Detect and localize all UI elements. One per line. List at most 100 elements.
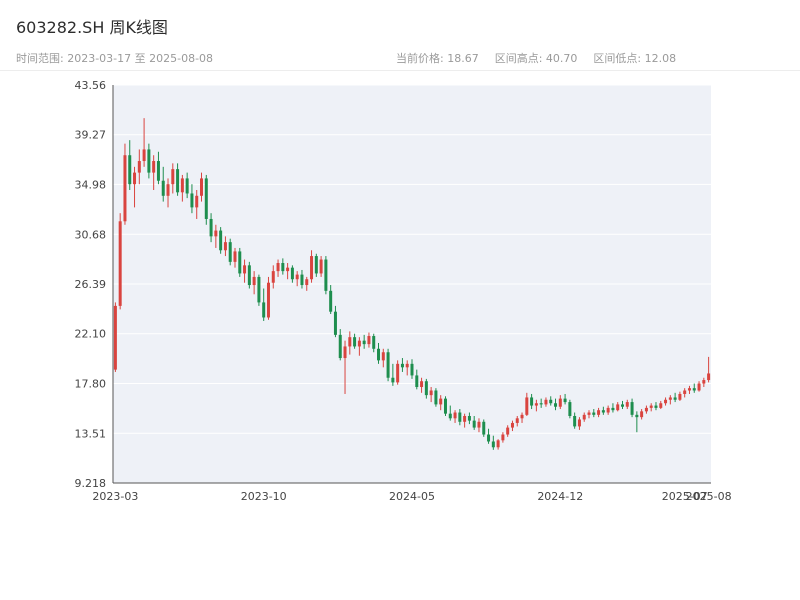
candle-body [214,230,218,237]
current-price-label: 当前价格: 18.67 [396,52,479,65]
candle-body [190,193,194,208]
candle-body [405,363,409,368]
candle-body [195,195,199,208]
candle-body [329,290,333,312]
candle-body [577,419,581,427]
candle-body [343,346,347,359]
candle-body [453,412,457,419]
candle-body [587,412,591,415]
candle-body [357,340,361,347]
candle-body [391,377,395,383]
candle-body [185,178,189,194]
candle-body [477,421,481,428]
candle-body [568,402,572,416]
candle-body [597,410,601,415]
candle-body [156,161,160,181]
y-tick-label: 39.27 [75,129,107,142]
candle-body [209,218,213,237]
candle-body [482,421,486,435]
candle-body [314,256,318,274]
candle-body [625,402,629,407]
candle-body [668,397,672,400]
candle-body [687,388,691,391]
candle-body [247,265,251,286]
range-high-label: 区间高点: 40.70 [494,52,578,65]
candle-body [228,242,232,262]
candle-body [501,434,505,441]
candle-body [616,404,620,411]
candle-body [142,149,146,162]
candle-body [530,397,534,406]
candle-body [582,414,586,420]
candle-body [400,363,404,368]
x-tick-label: 2023-03 [92,490,138,503]
candle-body [266,282,270,318]
candle-body [324,259,328,291]
candle-body [300,274,304,286]
candle-body [333,311,337,335]
candle-body [472,420,476,428]
candle-body [286,267,290,272]
candle-body [692,388,696,391]
candle-body [133,172,137,185]
candle-body [534,403,538,406]
range-low-label: 区间低点: 12.08 [593,52,677,65]
candle-body [525,397,529,415]
candle-body [362,340,366,345]
candle-body [223,242,227,251]
candle-body [319,259,323,274]
candle-body [491,441,495,448]
candle-body [123,155,127,222]
date-range-label: 时间范围: 2023-03-17 至 2025-08-08 [16,52,214,65]
candle-body [592,412,596,415]
candle-body [118,221,122,306]
candle-body [171,169,175,185]
candle-body [310,256,314,280]
candle-body [573,415,577,427]
candle-body [243,265,247,274]
y-tick-label: 13.51 [75,427,107,440]
candle-body [664,399,668,404]
candle-body [152,161,156,173]
candle-body [635,414,639,418]
y-tick-label: 17.80 [75,378,107,391]
x-tick-label: 2024-05 [389,490,435,503]
candle-body [396,363,400,383]
candle-body [161,180,165,196]
candle-body [372,336,376,349]
candle-body [439,398,443,405]
y-tick-label: 26.39 [75,278,107,291]
candle-body [290,267,294,280]
candle-body [137,161,141,173]
candle-body [697,383,701,391]
candle-body [601,410,605,413]
candle-body [640,411,644,418]
candle-body [113,305,117,370]
y-tick-label: 34.98 [75,178,107,191]
candle-body [252,276,256,286]
header-divider [0,70,800,71]
candle-body [386,352,390,378]
candle-body [496,440,500,448]
candle-body [424,381,428,396]
candle-body [305,279,309,286]
candle-body [563,398,567,403]
x-tick-label: 2024-12 [537,490,583,503]
candle-body [678,393,682,400]
x-tick-label: 2023-10 [241,490,287,503]
candle-body [702,380,706,384]
candle-body [649,405,653,408]
candle-body [377,348,381,361]
candle-body [420,381,424,388]
kline-chart: 43.56 39.27 34.98 30.68 26.39 22.10 17.80 13.51… [75,79,732,503]
candle-body [434,390,438,405]
candle-body [673,397,677,400]
candle-body [281,263,285,272]
candle-body [338,334,342,359]
candle-body [348,337,352,347]
candle-body [415,375,419,388]
candle-body [683,390,687,394]
candle-body [467,415,471,421]
candle-body [353,337,357,347]
candle-body [606,407,610,413]
